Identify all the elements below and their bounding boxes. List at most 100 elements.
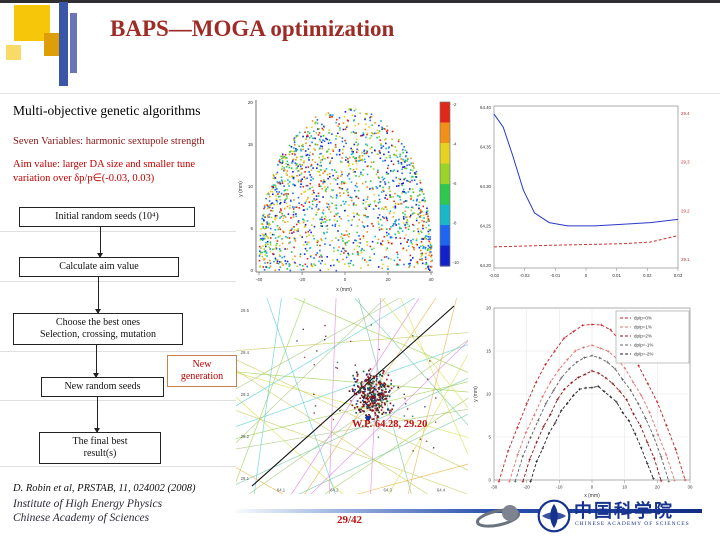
slide-top-edge — [0, 0, 720, 3]
aperture-curves-plot: -30 -20 -10 0 10 20 30 20 15 10 5 0 x (mm) y (mm) dp/p… — [470, 296, 704, 504]
variables-line: Seven Variables: harmonic sextupole stre… — [13, 136, 205, 147]
svg-text:0: 0 — [489, 478, 492, 483]
svg-text:20: 20 — [248, 100, 254, 105]
divider-line — [0, 466, 236, 467]
svg-text:-4: -4 — [453, 142, 457, 147]
svg-text:y (mm): y (mm) — [473, 386, 479, 402]
svg-text:0.02: 0.02 — [643, 273, 652, 278]
citation: D. Robin et al, PRSTAB, 11, 024002 (2008… — [13, 483, 196, 494]
flow-box-label: New random seeds — [64, 381, 141, 392]
flow-box-label: Selection, crossing, mutation — [39, 328, 157, 340]
svg-text:64.2: 64.2 — [330, 488, 339, 493]
divider-line — [0, 351, 236, 352]
svg-text:x (mm): x (mm) — [336, 287, 352, 293]
frequency-map-plot: -40 -20 0 20 40 20 15 10 5 0 x (mm) y (mm) -2 -4 -6 -8 -… — [236, 94, 468, 294]
svg-text:30: 30 — [688, 485, 693, 490]
institute-line2: Chinese Academy of Sciences — [13, 512, 150, 524]
flow-box-label: Choose the best ones — [55, 317, 141, 328]
flow-box-choose: Choose the best ones Selection, crossing… — [13, 313, 183, 345]
swoosh-logo-icon — [474, 503, 524, 531]
flow-box-new-seeds: New random seeds — [41, 377, 164, 397]
svg-text:0: 0 — [591, 485, 594, 490]
svg-text:64.40: 64.40 — [480, 105, 492, 110]
svg-text:5: 5 — [489, 435, 492, 440]
svg-text:64.25: 64.25 — [480, 224, 492, 229]
svg-text:20: 20 — [486, 306, 491, 311]
svg-text:10: 10 — [248, 184, 254, 189]
svg-text:64.30: 64.30 — [480, 184, 492, 189]
svg-text:-0.02: -0.02 — [520, 273, 531, 278]
flow-arrow — [93, 342, 99, 378]
working-point-label: W.P. 64.28, 29.20 — [352, 419, 428, 430]
svg-text:-8: -8 — [453, 221, 457, 226]
svg-text:-0.01: -0.01 — [550, 273, 561, 278]
svg-text:29.3: 29.3 — [241, 392, 250, 397]
svg-text:-10: -10 — [453, 260, 460, 265]
cas-chinese-name: 中国科学院 — [574, 501, 674, 521]
section-heading: Multi-objective genetic algorithms — [13, 103, 201, 118]
frequency-map-canvas: -40 -20 0 20 40 20 15 10 5 0 x (mm) y (mm) -2 -4 -6 -8 -… — [238, 100, 460, 293]
svg-text:29.4: 29.4 — [241, 350, 250, 355]
svg-text:20: 20 — [655, 485, 660, 490]
flow-box-calculate: Calculate aim value — [19, 257, 179, 277]
page-number: 29/42 — [337, 514, 363, 526]
svg-text:29.1: 29.1 — [241, 476, 250, 481]
blue-bar-icon — [59, 2, 68, 86]
svg-text:64.1: 64.1 — [277, 488, 286, 493]
tune-shift-canvas: -0.03 -0.02 -0.01 0 0.01 0.02 0.03 64.40 64.35 64… — [480, 105, 690, 278]
svg-text:64.35: 64.35 — [480, 145, 492, 150]
flow-box-label: New — [192, 359, 212, 370]
svg-text:-40: -40 — [256, 277, 263, 282]
flow-box-label: Calculate aim value — [59, 261, 139, 272]
cas-english-name: CHINESE ACADEMY OF SCIENCES — [575, 521, 690, 527]
slide-title: BAPS—MOGA optimization — [110, 16, 395, 41]
svg-text:dp/p=2%: dp/p=2% — [634, 334, 652, 339]
footer-gradient-bar — [236, 509, 702, 513]
svg-text:29.4: 29.4 — [681, 111, 690, 116]
tune-shift-plot: -0.03 -0.02 -0.01 0 0.01 0.02 0.03 64.40 64.35 64… — [468, 94, 704, 294]
svg-text:29.3: 29.3 — [681, 160, 690, 165]
svg-text:x (mm): x (mm) — [584, 493, 600, 499]
resonance-diagram-canvas: 64.1 64.2 64.3 64.4 29.5 29.4 29.3 29.2 29.1 — [236, 298, 468, 494]
svg-text:5: 5 — [250, 226, 253, 231]
svg-text:20: 20 — [385, 277, 391, 282]
flow-box-label: Initial random seeds (10⁴) — [55, 211, 159, 222]
svg-text:0.01: 0.01 — [612, 273, 621, 278]
svg-text:-0.03: -0.03 — [489, 273, 500, 278]
flow-box-label: The final best — [72, 436, 128, 447]
svg-text:0: 0 — [344, 277, 347, 282]
svg-text:y (mm): y (mm) — [238, 181, 244, 197]
flow-box-label: result(s) — [83, 447, 117, 459]
svg-text:15: 15 — [248, 142, 254, 147]
institute-line1: Institute of High Energy Physics — [13, 498, 163, 510]
divider-line — [0, 400, 236, 401]
flow-arrow — [95, 275, 101, 314]
svg-text:0.03: 0.03 — [674, 273, 683, 278]
svg-text:-30: -30 — [491, 485, 498, 490]
svg-text:dp/p=-2%: dp/p=-2% — [634, 352, 653, 357]
svg-text:64.4: 64.4 — [437, 488, 446, 493]
svg-text:29.5: 29.5 — [241, 308, 250, 313]
svg-text:15: 15 — [486, 349, 491, 354]
cas-emblem-icon — [537, 499, 571, 533]
svg-text:-20: -20 — [523, 485, 530, 490]
divider-line — [0, 281, 236, 282]
purple-bar-icon — [70, 13, 77, 73]
svg-text:-2: -2 — [453, 102, 457, 107]
svg-text:64.20: 64.20 — [480, 263, 492, 268]
svg-text:-10: -10 — [556, 485, 563, 490]
flow-box-label: generation — [180, 370, 224, 382]
aim-value-text: Aim value: larger DA size and smaller tu… — [13, 159, 196, 184]
svg-text:29.2: 29.2 — [241, 434, 250, 439]
header-divider — [0, 93, 720, 94]
svg-text:dp/p=-1%: dp/p=-1% — [634, 343, 653, 348]
flow-arrow — [94, 395, 100, 433]
svg-text:29.1: 29.1 — [681, 257, 690, 262]
flow-box-final-result: The final best result(s) — [39, 432, 161, 464]
svg-text:64.3: 64.3 — [383, 488, 392, 493]
aperture-curves-canvas: -30 -20 -10 0 10 20 30 20 15 10 5 0 x (mm) y (mm) dp/p… — [473, 306, 693, 500]
resonance-diagram-plot: 64.1 64.2 64.3 64.4 29.5 29.4 29.3 29.2 29.1 — [236, 298, 468, 494]
svg-text:29.2: 29.2 — [681, 208, 690, 213]
svg-text:10: 10 — [486, 392, 491, 397]
